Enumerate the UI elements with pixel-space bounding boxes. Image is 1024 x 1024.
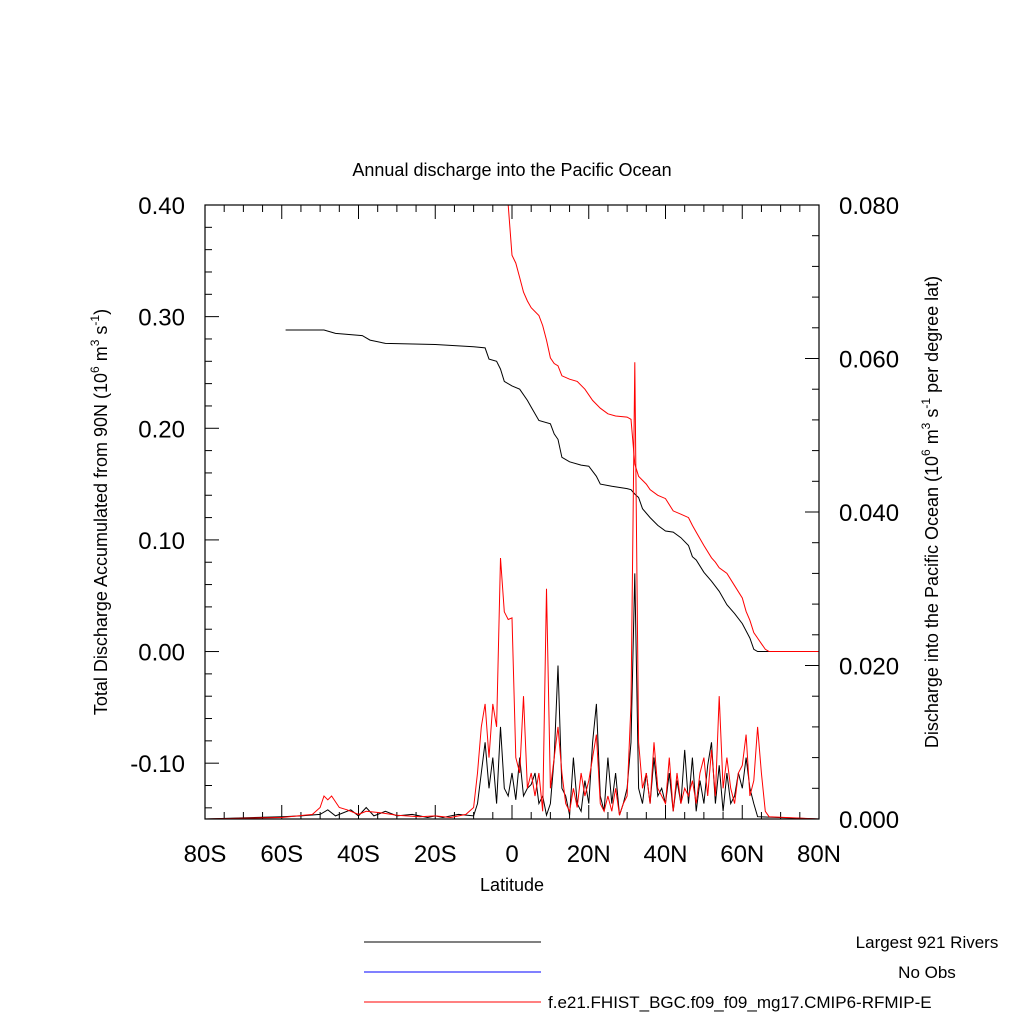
chart-title: Annual discharge into the Pacific Ocean (352, 160, 671, 180)
y-right-tick-label: 0.020 (839, 654, 899, 681)
legend-label-1: No Obs (898, 963, 956, 982)
x-tick-label: 80S (184, 841, 227, 868)
y-right-tick-label: 0.040 (839, 500, 899, 527)
plot-frame (204, 204, 820, 820)
series-0-accumulated-line (285, 329, 819, 652)
series-lines (205, 205, 819, 819)
y-right-tick-label: 0.080 (839, 193, 899, 220)
x-tick-label: 80N (797, 841, 841, 868)
series-2-accumulated-line (507, 205, 819, 652)
y-axis-left-title: Total Discharge Accumulated from 90N (10… (88, 309, 111, 715)
y-left-tick-label: 0.10 (138, 528, 185, 555)
y-left-tick-label: -0.10 (130, 751, 185, 778)
x-axis-title: Latitude (480, 875, 544, 895)
x-tick-label: 60S (260, 841, 303, 868)
series-0-per-degree-line (205, 573, 819, 819)
x-tick-label: 0 (505, 841, 518, 868)
x-tick-label: 60N (720, 841, 764, 868)
y-left-tick-label: 0.30 (138, 305, 185, 332)
x-tick-label: 20S (414, 841, 457, 868)
y-left-tick-label: 0.40 (138, 193, 185, 220)
plot-area: 80S 60S 40S 20S 0 20N 40N 60N 80N 0.40 0.30 0.20 0.1… (130, 193, 899, 868)
y-right-tick-label: 0.060 (839, 347, 899, 374)
x-tick-label: 20N (567, 841, 611, 868)
y-right-tick-label: 0.000 (839, 807, 899, 834)
legend-label-2: f.e21.FHIST_BGC.f09_f09_mg17.CMIP6-RFMIP… (548, 993, 932, 1012)
x-tick-label: 40N (643, 841, 687, 868)
y-left-tick-label: 0.20 (138, 416, 185, 443)
legend-label-0: Largest 921 Rivers (856, 933, 999, 952)
legend: Largest 921 Rivers No Obs f.e21.FHIST_BGC.… (364, 933, 998, 1012)
y-axis-right-title: Discharge into the Pacific Ocean (106 m3… (919, 276, 942, 748)
x-tick-label: 40S (337, 841, 380, 868)
series-2-per-degree-line (205, 362, 819, 819)
y-left-tick-label: 0.00 (138, 640, 185, 667)
